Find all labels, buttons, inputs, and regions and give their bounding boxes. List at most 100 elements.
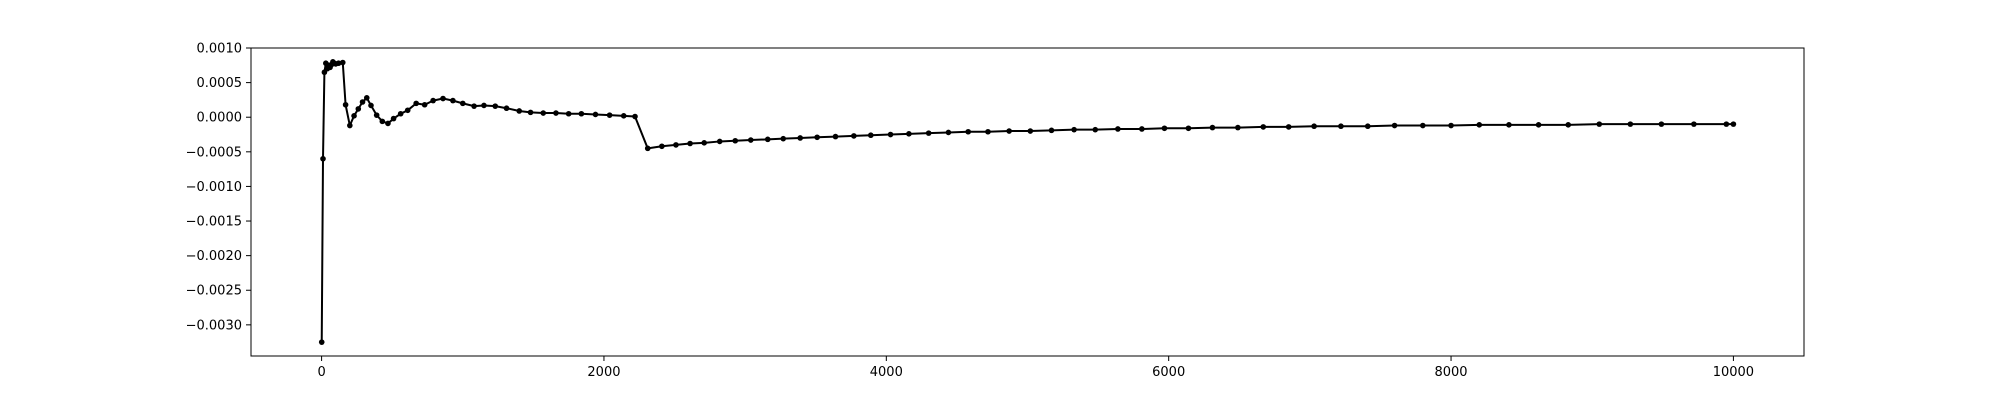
- data-point: [701, 140, 707, 146]
- data-point: [390, 115, 397, 122]
- data-point: [342, 101, 349, 108]
- data-point: [1092, 126, 1099, 133]
- data-point: [373, 112, 380, 118]
- data-point: [1658, 121, 1665, 127]
- data-point: [459, 100, 466, 107]
- data-point: [1448, 122, 1454, 129]
- data-point: [659, 143, 665, 150]
- data-point: [385, 120, 391, 127]
- data-point: [780, 135, 787, 142]
- data-point: [1364, 123, 1371, 130]
- data-point: [644, 145, 651, 152]
- data-point: [1006, 128, 1012, 134]
- data-point: [716, 138, 723, 145]
- x-tick-label: 8000: [1434, 365, 1467, 380]
- data-point: [732, 137, 739, 144]
- data-point: [1311, 123, 1317, 130]
- data-point: [606, 112, 613, 118]
- data-point: [814, 134, 820, 141]
- data-point: [1691, 121, 1697, 127]
- data-point: [368, 102, 374, 109]
- data-point: [1338, 123, 1344, 130]
- data-point: [1048, 127, 1055, 134]
- data-point: [527, 109, 534, 116]
- data-point: [413, 100, 419, 107]
- data-point: [965, 128, 971, 135]
- data-point: [421, 101, 428, 108]
- data-point: [363, 95, 370, 101]
- data-point: [851, 133, 857, 139]
- plot-frame: [250, 47, 1805, 357]
- x-axis: 0 2000 4000 6000 8000 10000: [317, 356, 1754, 380]
- y-tick-label: 0.0000: [197, 111, 243, 126]
- data-point: [347, 122, 353, 129]
- y-tick-label: −0.0005: [186, 145, 242, 160]
- data-point: [355, 106, 362, 112]
- data-point: [339, 59, 346, 66]
- y-tick-label: 0.0005: [197, 76, 243, 91]
- data-point: [1723, 121, 1730, 127]
- data-point: [492, 103, 499, 109]
- data-point: [925, 130, 932, 136]
- data-point: [747, 137, 754, 143]
- data-point: [687, 140, 693, 147]
- data-point: [592, 111, 599, 118]
- data-point: [1260, 124, 1267, 130]
- data-point: [379, 118, 386, 125]
- series-line: [320, 60, 1734, 343]
- data-point: [1730, 121, 1737, 127]
- data-point: [1476, 122, 1483, 128]
- data-point: [450, 97, 456, 104]
- data-point: [404, 107, 411, 114]
- data-point: [985, 128, 991, 135]
- data-point: [440, 95, 446, 102]
- data-point: [351, 113, 357, 119]
- x-tick-label: 4000: [870, 365, 903, 380]
- data-point: [1027, 128, 1034, 134]
- data-point: [1071, 126, 1077, 133]
- data-point: [320, 155, 326, 162]
- data-point: [906, 131, 912, 137]
- data-point: [471, 103, 477, 109]
- data-point: [553, 110, 559, 116]
- y-tick-label: −0.0030: [186, 318, 242, 333]
- data-point: [565, 110, 572, 117]
- x-tick-label: 6000: [1152, 365, 1185, 380]
- data-point: [797, 135, 803, 141]
- data-point: [887, 131, 894, 138]
- data-point: [1391, 122, 1398, 129]
- data-point: [1115, 126, 1121, 132]
- data-point: [1506, 122, 1512, 128]
- data-point: [1161, 125, 1168, 132]
- data-point: [1596, 121, 1603, 127]
- data-point: [481, 102, 487, 109]
- y-tick-label: −0.0020: [186, 249, 242, 264]
- data-point: [503, 105, 510, 112]
- data-point: [1627, 121, 1634, 127]
- data-point: [945, 129, 952, 136]
- data-point: [764, 136, 771, 143]
- data-point: [1420, 122, 1426, 129]
- y-axis: 0.0010 0.0005 0.0000 −0.0005 −0.0010 −0.0015 −…: [186, 42, 251, 333]
- data-point: [867, 132, 874, 139]
- data-point: [1285, 124, 1292, 130]
- data-point: [1209, 124, 1216, 131]
- data-point: [516, 108, 523, 114]
- data-point: [359, 99, 366, 105]
- data-point: [540, 110, 547, 116]
- y-tick-label: −0.0015: [186, 215, 242, 230]
- data-point: [1185, 125, 1192, 132]
- y-tick-label: −0.0010: [186, 180, 242, 195]
- data-point: [430, 97, 436, 104]
- data-point: [578, 110, 585, 117]
- data-point: [335, 60, 342, 67]
- data-point: [397, 110, 404, 117]
- data-point: [1139, 126, 1145, 132]
- data-point: [832, 133, 839, 140]
- x-tick-label: 0: [317, 365, 325, 380]
- data-point: [620, 113, 627, 119]
- data-point: [1535, 122, 1542, 128]
- data-point: [318, 339, 325, 345]
